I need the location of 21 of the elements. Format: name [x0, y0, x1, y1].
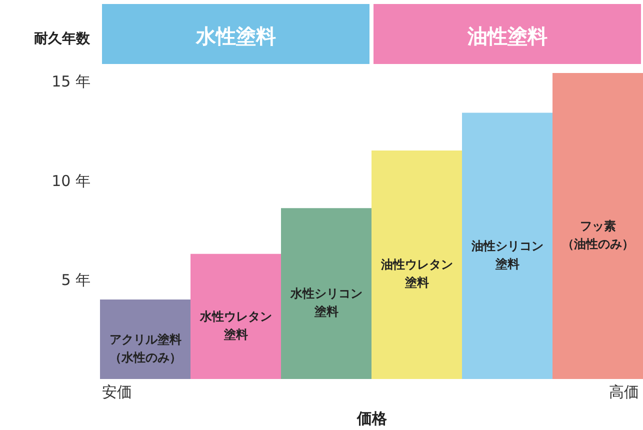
y-tick-label: 10 年: [52, 172, 90, 190]
text: 水性塗料: [194, 24, 276, 48]
y-axis-title: 耐久年数: [34, 31, 91, 47]
x-tick-label: 油性ウレタン塗料: [380, 258, 453, 290]
x-axis-title: 価格: [356, 410, 388, 428]
bar: [281, 208, 372, 379]
bar: [552, 72, 643, 379]
text: 安価: [102, 383, 132, 401]
x-tick-label: 水性シリコン塗料: [289, 286, 362, 319]
x-tick-label: アクリル塗料（水性のみ）: [109, 332, 182, 364]
bar: [462, 112, 552, 379]
bar: [190, 254, 281, 379]
text: 油性塗料: [466, 24, 548, 48]
x-tick-label: 油性シリコン塗料: [470, 238, 544, 271]
x-tick-label: 水性ウレタン塗料: [198, 309, 272, 342]
x-tick-label: フッ素（油性のみ）: [562, 218, 634, 251]
bar: [372, 150, 462, 379]
bar: [100, 300, 190, 379]
text: 高価: [609, 383, 639, 401]
y-tick-label: 15 年: [52, 72, 90, 90]
y-tick-label: 5 年: [61, 271, 90, 290]
